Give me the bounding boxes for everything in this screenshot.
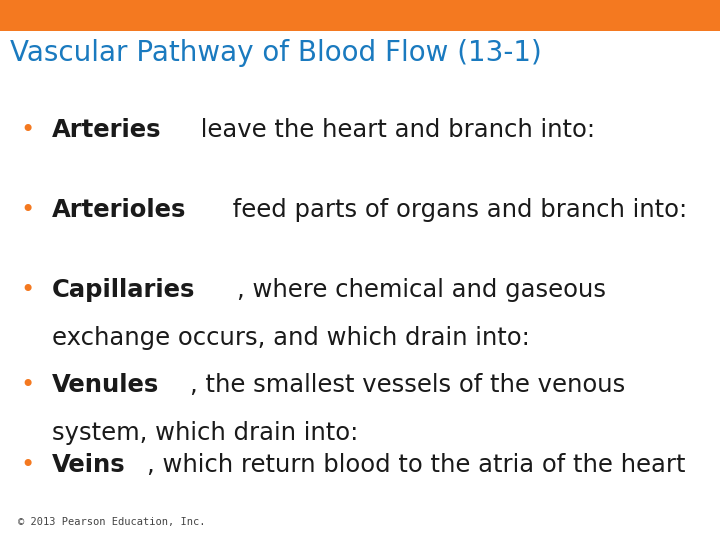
Text: •: • <box>21 373 35 397</box>
Text: •: • <box>21 453 35 477</box>
Text: Vascular Pathway of Blood Flow (13-1): Vascular Pathway of Blood Flow (13-1) <box>10 39 541 68</box>
Bar <box>0 0 720 31</box>
Text: © 2013 Pearson Education, Inc.: © 2013 Pearson Education, Inc. <box>18 517 205 527</box>
Text: •: • <box>21 198 35 222</box>
Text: Arteries: Arteries <box>52 118 161 142</box>
Text: •: • <box>21 118 35 142</box>
Text: Capillaries: Capillaries <box>52 278 195 302</box>
Text: leave the heart and branch into:: leave the heart and branch into: <box>193 118 595 142</box>
Text: Venules: Venules <box>52 373 159 397</box>
Text: , where chemical and gaseous: , where chemical and gaseous <box>237 278 606 302</box>
Text: Arterioles: Arterioles <box>52 198 186 222</box>
Text: exchange occurs, and which drain into:: exchange occurs, and which drain into: <box>52 326 530 350</box>
Text: , the smallest vessels of the venous: , the smallest vessels of the venous <box>190 373 626 397</box>
Text: , which return blood to the atria of the heart: , which return blood to the atria of the… <box>147 453 685 477</box>
Text: •: • <box>21 278 35 302</box>
Text: feed parts of organs and branch into:: feed parts of organs and branch into: <box>225 198 688 222</box>
Text: system, which drain into:: system, which drain into: <box>52 421 359 445</box>
Text: Veins: Veins <box>52 453 125 477</box>
